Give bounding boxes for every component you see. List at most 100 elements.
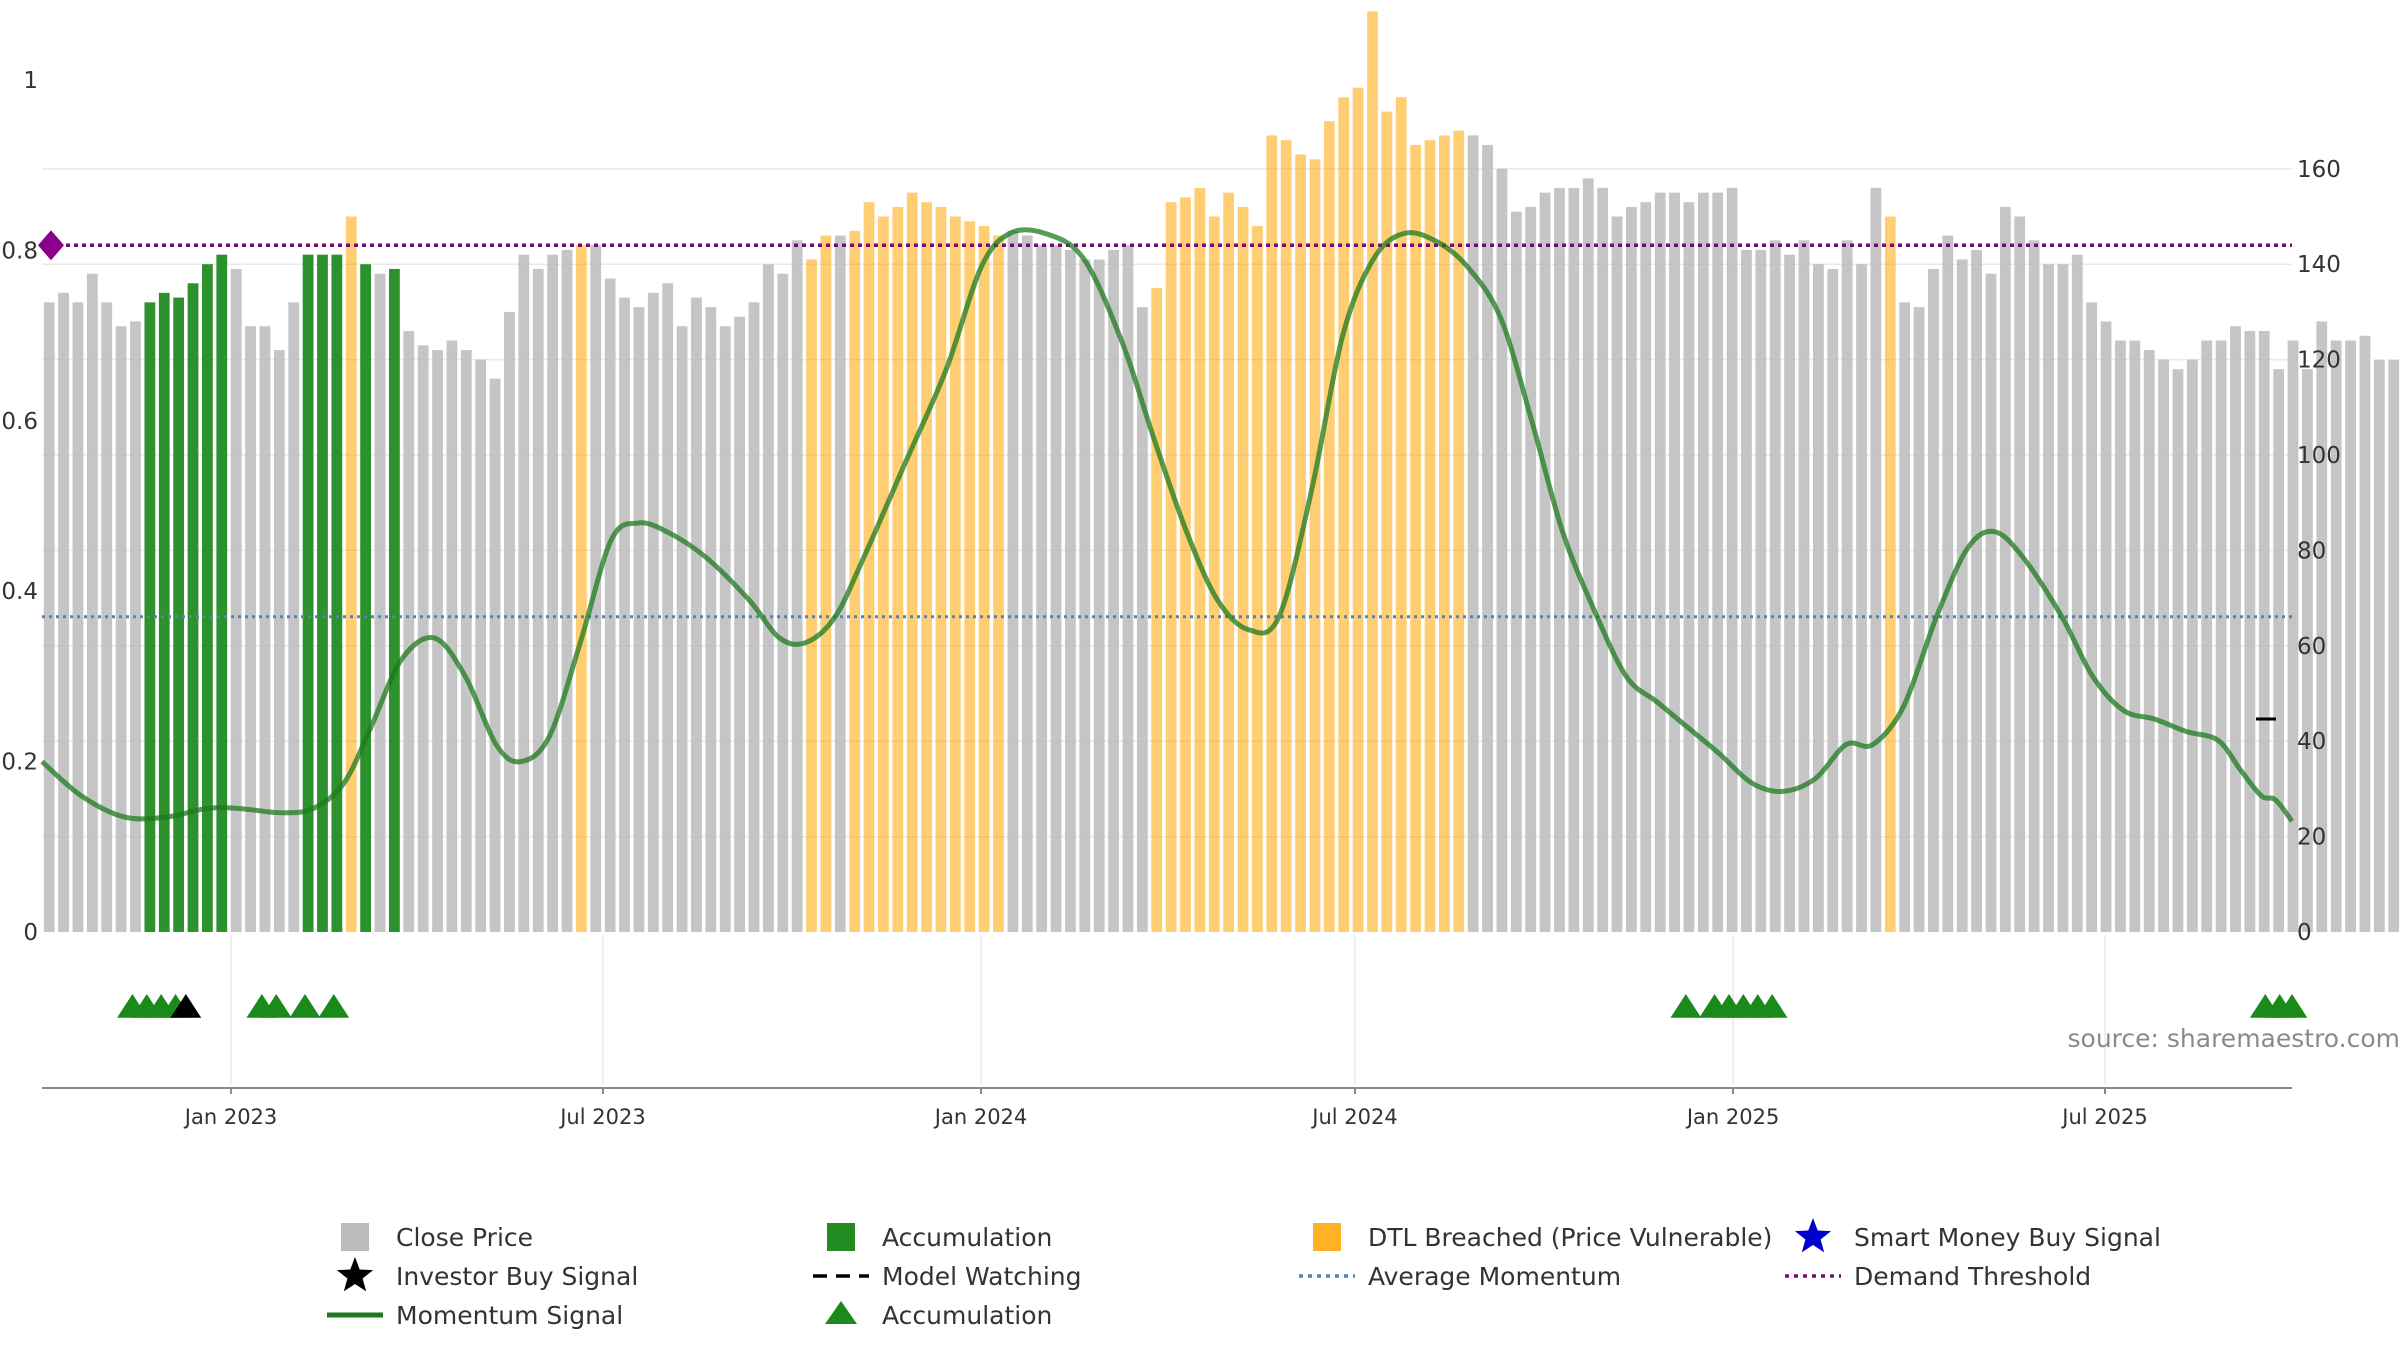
close-price-bar: [1136, 307, 1148, 932]
close-price-bar: [1065, 249, 1076, 932]
dtl-breached-bar: [878, 216, 889, 932]
close-price-bar: [1985, 273, 1997, 932]
smart-money-buy-signal-legend-label: Smart Money Buy Signal: [1854, 1223, 2161, 1252]
close-price-bar: [130, 321, 141, 932]
close-price-bar: [1741, 249, 1752, 932]
close-price-bar: [619, 297, 630, 933]
dtl-breached-bar: [1223, 192, 1235, 932]
right-axis-tick-label: 80: [2297, 538, 2326, 564]
close-price-bar: [604, 278, 616, 932]
close-price-bar: [1582, 178, 1594, 933]
dtl-breached-bar: [1237, 206, 1249, 932]
right-axis-tick-label: 40: [2297, 729, 2326, 755]
bars: [43, 11, 2400, 933]
close-price-bar: [1712, 192, 1724, 932]
close-price-bar: [1669, 192, 1680, 932]
close-price-bar: [2258, 330, 2270, 933]
dtl-breached-bar: [1395, 97, 1407, 932]
accumulation-legend-label: Accumulation: [882, 1223, 1052, 1252]
close-price-bar: [1697, 192, 1709, 932]
close-price-bar: [2143, 350, 2155, 932]
dtl-breached-bar: [1165, 202, 1177, 932]
accumulation-bar: [389, 268, 400, 933]
dtl-breached-bar: [1280, 140, 1292, 932]
close-price-bar: [1971, 249, 1982, 932]
close-price-bar: [2086, 302, 2098, 932]
left-axis-tick-label: 0.4: [1, 579, 38, 605]
close-price-bar: [719, 326, 731, 933]
close-price-bar: [1050, 245, 1062, 932]
dtl-breached-bar: [993, 235, 1004, 932]
date-tick-label: Jan 2025: [1685, 1105, 1780, 1129]
close-price-bar: [460, 350, 472, 932]
left-axis-tick-label: 0: [23, 920, 38, 946]
close-price-bar: [2172, 369, 2184, 932]
dtl-breached-bar: [806, 259, 817, 932]
accumulation-bar: [158, 292, 170, 932]
dtl-breached-bar: [1410, 144, 1422, 932]
close-price-bar: [777, 273, 789, 932]
close-price-bar: [2373, 359, 2385, 933]
close-price-bar: [532, 268, 544, 933]
close-price-bar: [489, 378, 501, 932]
dtl-breached-bar: [1309, 159, 1321, 932]
close-price-bar: [1827, 268, 1839, 933]
momentum-signal-line: [40, 227, 2295, 823]
close-price-legend-label: Close Price: [396, 1223, 533, 1252]
momentum-series: [40, 227, 2295, 823]
dtl-breached-bar: [575, 245, 587, 932]
right-axis-tick-label: 0: [2297, 920, 2312, 946]
close-price-bar: [2302, 369, 2313, 932]
close-price-bar: [2359, 335, 2371, 932]
right-axis-tick-label: 20: [2297, 825, 2326, 851]
close-price-bar: [1999, 206, 2011, 932]
close-price-bar: [1870, 187, 1882, 932]
close-price-bar: [762, 264, 774, 932]
close-price-bar: [1108, 249, 1119, 932]
close-price-bar: [2186, 359, 2198, 933]
date-tick-label: Jan 2024: [933, 1105, 1028, 1129]
dtl-breached-bar: [892, 206, 904, 932]
close-price-bar: [2330, 340, 2342, 932]
close-price-bar: [2316, 321, 2328, 932]
smart-money-buy-signal-legend-icon: [1794, 1218, 1832, 1253]
close-price-legend-swatch: [341, 1223, 369, 1251]
close-price-bar: [2345, 340, 2356, 932]
legend: Close Price Accumulation DTL Breached (Pri…: [327, 1218, 2161, 1330]
close-price-bar: [633, 307, 645, 932]
close-price-bar: [676, 326, 688, 933]
close-price-bar: [2158, 359, 2169, 933]
dtl-breached-bar: [1180, 197, 1191, 933]
close-price-bar: [2201, 340, 2213, 932]
accumulation-marker: [2276, 994, 2308, 1018]
dtl-breached-bar: [1453, 130, 1465, 932]
close-price-bar: [1122, 245, 1134, 932]
model-watching-legend-label: Model Watching: [882, 1262, 1082, 1291]
close-price-bar: [2388, 359, 2400, 933]
investor-buy-signal-legend-icon: [336, 1257, 374, 1292]
left-axis-tick-label: 0.6: [1, 409, 38, 435]
close-price-bar: [561, 249, 573, 932]
axes: 0 0.2 0.4 0.6 0.8 1 0 20 40 60 80 100 120 140 160 Jan 2…: [1, 68, 2340, 1129]
close-price-bar: [1812, 264, 1824, 932]
close-price-bar: [1640, 202, 1652, 932]
accumulation-marker: [1756, 994, 1788, 1018]
dtl-breached-bar: [1266, 135, 1278, 932]
close-price-bar: [2100, 321, 2112, 932]
close-price-bar: [230, 268, 242, 933]
dtl-breached-bar: [949, 216, 961, 932]
close-price-bar: [504, 311, 515, 932]
close-price-bar: [647, 292, 659, 932]
close-price-bar: [288, 302, 300, 932]
close-price-bar: [2115, 340, 2126, 932]
dtl-breached-bar: [964, 221, 976, 932]
close-price-bar: [1467, 135, 1479, 932]
left-axis-tick-label: 1: [23, 68, 38, 94]
close-price-bar: [1036, 245, 1048, 932]
close-price-bar: [403, 330, 415, 933]
demand-threshold-marker: [38, 230, 64, 261]
dtl-breached-bar: [345, 216, 357, 932]
right-axis-tick-label: 100: [2297, 443, 2341, 469]
dtl-breached-bar: [1884, 216, 1896, 932]
accumulation-bar: [331, 254, 343, 932]
